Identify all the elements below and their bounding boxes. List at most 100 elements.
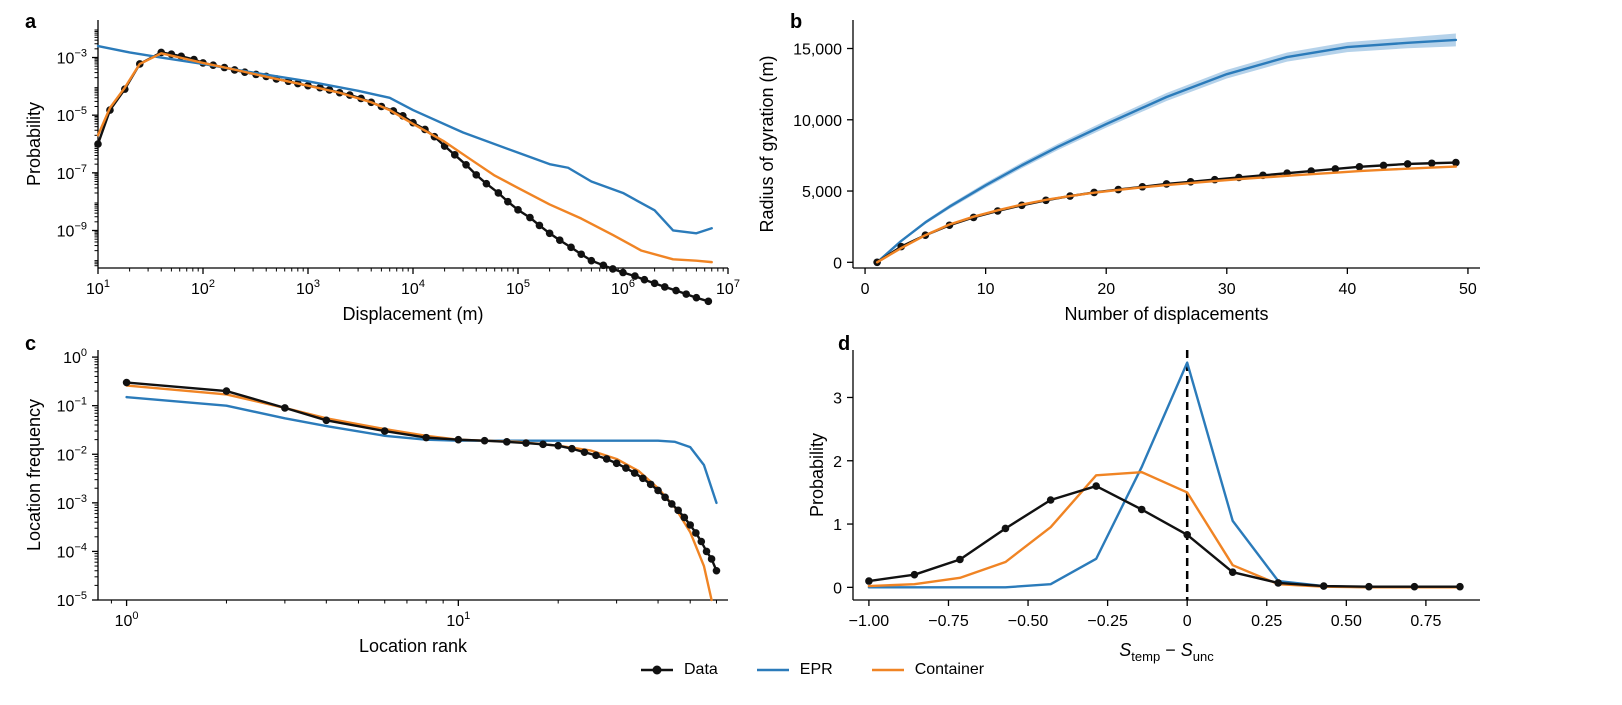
x-tick-label: 101 xyxy=(86,278,110,298)
x-axis-label-s1: S xyxy=(1119,640,1131,660)
series-data-point xyxy=(680,513,689,522)
x-tick-label: 0.75 xyxy=(1410,613,1441,630)
x-tick-label: 107 xyxy=(716,278,740,298)
series-data-point xyxy=(450,151,459,159)
series-data-point xyxy=(712,566,721,575)
panel-d: −1.00 −0.75 −0.50 −0.25 0 0.25 0.50 0.75 0 1 2 3 Ste… xyxy=(807,350,1480,664)
y-tick-label: 10−2 xyxy=(57,444,87,464)
y-tick-label: 10−3 xyxy=(57,48,87,68)
series-data-point xyxy=(592,451,600,460)
y-tick-label: 10−4 xyxy=(57,541,87,561)
series-data-point xyxy=(545,229,554,238)
series-data-point xyxy=(1410,582,1419,591)
series-data-point xyxy=(1183,531,1191,539)
y-tick-label: 3 xyxy=(833,390,842,407)
x-tick-label: 101 xyxy=(446,610,470,630)
x-tick-label: 104 xyxy=(401,278,425,298)
y-tick-label-exponent: −3 xyxy=(74,493,87,505)
x-tick-label: 0.25 xyxy=(1251,613,1282,630)
series-data-point xyxy=(568,444,576,453)
series-data-point xyxy=(482,179,491,188)
panel-b: 0 10 20 30 40 50 0 5,000 10,000 15,000 Number of d… xyxy=(757,20,1480,324)
series-data-point xyxy=(661,493,669,502)
panel-a: 101 102 103 104 105 106 10710−910−710−510−3Dis… xyxy=(24,20,740,324)
x-axis-label: Stemp − Sunc xyxy=(1119,640,1214,664)
series-data-point xyxy=(702,547,711,556)
y-tick-label: 10−5 xyxy=(57,105,87,125)
y-tick-label-base: 10 xyxy=(57,166,75,183)
x-tick-label-exponent: 0 xyxy=(132,610,138,622)
y-tick-label-base: 10 xyxy=(57,399,75,416)
series-data-point xyxy=(472,171,481,179)
series-data-point xyxy=(650,279,659,288)
x-tick-label: −1.00 xyxy=(849,613,890,630)
x-axis-label: Displacement (m) xyxy=(342,304,483,324)
series-data-point xyxy=(539,440,547,449)
x-tick-label-base: 10 xyxy=(716,281,734,298)
series-data-point xyxy=(94,140,102,148)
y-tick-label-base: 10 xyxy=(57,447,75,464)
y-tick-label: 10−9 xyxy=(57,220,87,240)
series-data-line xyxy=(125,381,718,572)
x-tick-label-exponent: 4 xyxy=(419,278,425,290)
series-data-point xyxy=(503,438,511,446)
y-tick-label: 1 xyxy=(833,517,842,534)
legend-label-data: Data xyxy=(684,661,718,678)
y-tick-label: 10−7 xyxy=(57,163,87,183)
series-data-point xyxy=(462,160,470,169)
y-tick-label: 0 xyxy=(833,580,842,597)
series-data-point xyxy=(639,474,647,483)
x-tick-label: 105 xyxy=(506,278,530,298)
x-tick-label: 50 xyxy=(1459,281,1477,298)
y-tick-label: 10−5 xyxy=(57,590,87,610)
series-data-point xyxy=(1427,159,1436,168)
series-data-point xyxy=(640,275,649,284)
series-data-point xyxy=(910,570,919,579)
legend-swatch-data xyxy=(641,665,673,675)
series-data-point xyxy=(422,433,430,442)
series-data-point xyxy=(609,265,617,273)
x-tick-label-exponent: 1 xyxy=(104,278,110,290)
series-epr-line xyxy=(96,44,713,235)
x-tick-label-exponent: 6 xyxy=(629,278,635,290)
x-tick-label-base: 10 xyxy=(191,281,209,298)
y-tick-label-base: 10 xyxy=(57,544,75,561)
series-data-point xyxy=(514,206,522,214)
series-data-point xyxy=(580,448,589,457)
y-tick-label: 10−3 xyxy=(57,493,87,513)
series-data-point xyxy=(567,243,575,252)
x-tick-label-base: 10 xyxy=(611,281,629,298)
legend: Data EPR Container xyxy=(640,658,1022,682)
y-tick-label-base: 10 xyxy=(57,108,75,125)
series-container-line xyxy=(867,470,1462,589)
x-tick-label: 40 xyxy=(1338,281,1356,298)
series-data-point xyxy=(1137,505,1146,514)
x-tick-label: 30 xyxy=(1218,281,1236,298)
series-data-point xyxy=(494,189,503,197)
x-tick-label-base: 10 xyxy=(446,613,464,630)
series-data-point xyxy=(667,500,676,508)
x-tick-label: 20 xyxy=(1097,281,1115,298)
y-axis-label: Location frequency xyxy=(24,399,44,551)
x-tick-label: −0.50 xyxy=(1008,613,1049,630)
x-tick-label: 106 xyxy=(611,278,635,298)
series-data-point xyxy=(1379,161,1388,170)
series-epr-line xyxy=(125,395,718,505)
series-data-point xyxy=(1319,582,1328,590)
y-tick-label: 100 xyxy=(63,347,87,367)
x-tick-label-base: 10 xyxy=(401,281,419,298)
series-data-point xyxy=(672,286,680,295)
legend-item-container: Container xyxy=(871,661,984,679)
x-axis-label: Number of displacements xyxy=(1064,304,1268,324)
series-data-point xyxy=(631,272,639,280)
series-data-point xyxy=(1274,579,1283,587)
x-axis-label: Location rank xyxy=(359,636,468,656)
y-tick-label-exponent: −2 xyxy=(74,444,87,456)
y-tick-label-exponent: −4 xyxy=(74,541,87,553)
series-data-point xyxy=(630,469,639,477)
series-container-line xyxy=(96,52,713,264)
series-data-point xyxy=(697,537,706,546)
series-data-point xyxy=(692,529,700,537)
series-data-point xyxy=(554,441,562,450)
panel-label-b: b xyxy=(790,11,802,33)
